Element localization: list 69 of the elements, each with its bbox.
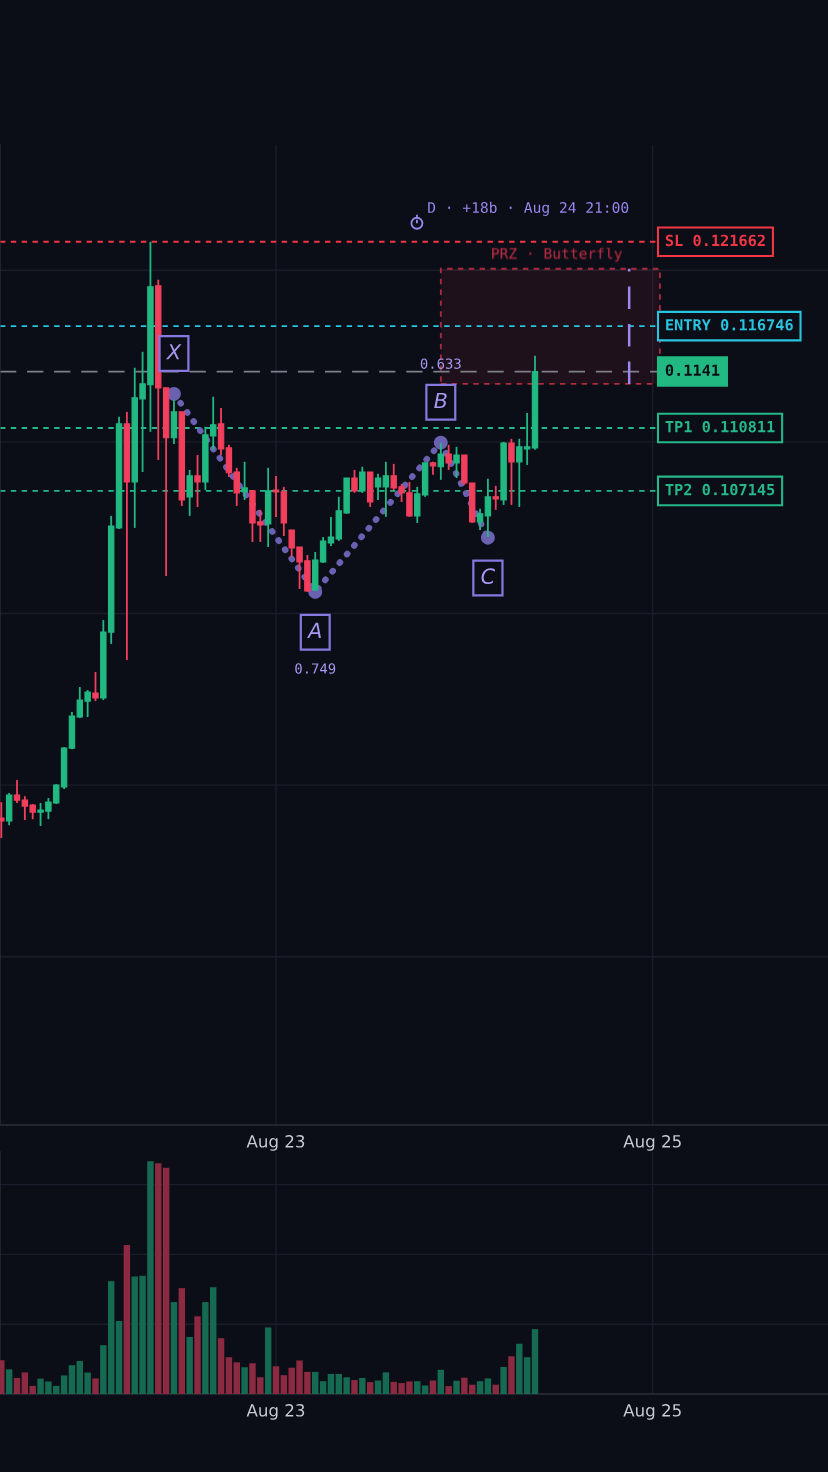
ref-line-label: 0.1141 (665, 364, 720, 376)
bar (508, 1356, 515, 1394)
bar (115, 1320, 123, 1394)
candlestick (492, 484, 499, 511)
bar (123, 1245, 131, 1394)
bar (155, 1163, 162, 1394)
annotation: B (434, 392, 447, 409)
candlestick (92, 671, 99, 702)
bar (500, 1367, 507, 1394)
candlestick (437, 442, 445, 481)
bar (233, 1362, 240, 1394)
bar (312, 1371, 319, 1394)
candlestick (453, 445, 460, 479)
bar (225, 1357, 233, 1394)
candlestick (194, 454, 201, 508)
bar (327, 1373, 335, 1394)
candlestick (476, 507, 484, 531)
bar (421, 1385, 429, 1394)
bar (194, 1316, 201, 1394)
candlestick (351, 468, 358, 494)
bar (351, 1380, 358, 1394)
bar (445, 1386, 452, 1394)
x-tick-label: Aug 23 (246, 1135, 305, 1151)
bar (437, 1369, 445, 1394)
bar (170, 1302, 178, 1394)
bar (5, 1369, 13, 1394)
candlestick (445, 443, 452, 471)
candlestick (0, 801, 5, 839)
bar (531, 1329, 539, 1394)
annotation: 0.633 (420, 358, 461, 369)
bar (68, 1365, 76, 1394)
bar (272, 1366, 280, 1394)
bar (186, 1336, 193, 1394)
bar (60, 1375, 68, 1394)
bar (374, 1380, 382, 1394)
bar (382, 1372, 390, 1394)
bar (484, 1378, 492, 1394)
bar (476, 1381, 484, 1394)
band-label: PRZ · Butterfly (492, 247, 622, 262)
ref-line-label: SL 0.121662 (665, 234, 765, 247)
bar (264, 1327, 272, 1394)
bar (162, 1167, 170, 1394)
x-tick-label: Aug 25 (623, 1135, 681, 1151)
bar (319, 1381, 327, 1394)
annotation: A (307, 622, 321, 638)
ref-line-label: D · +18b · Aug 24 21:00 (428, 201, 629, 216)
candlestick (272, 474, 280, 518)
annotation: X (165, 344, 182, 360)
bar (414, 1381, 421, 1394)
candlestick (508, 437, 515, 506)
annotation: C (481, 568, 496, 585)
bar (92, 1378, 99, 1394)
bar (359, 1377, 366, 1394)
x-tick-label: Aug 25 (623, 1404, 681, 1420)
bar (429, 1380, 437, 1394)
bar (366, 1382, 374, 1394)
candlestick (13, 779, 21, 804)
bar (13, 1377, 21, 1394)
ref-line-label: TP2 0.107145 (665, 483, 775, 496)
bar (0, 1360, 5, 1394)
bar (453, 1380, 460, 1394)
bar (178, 1288, 186, 1394)
annotation: 0.749 (295, 663, 336, 674)
bar (492, 1384, 499, 1394)
bar (241, 1367, 248, 1394)
x-tick-label: Aug 23 (246, 1404, 305, 1420)
bar (217, 1338, 225, 1394)
ref-line-label: TP1 0.110811 (665, 420, 775, 433)
ref-line-label: ENTRY 0.116746 (666, 319, 793, 331)
